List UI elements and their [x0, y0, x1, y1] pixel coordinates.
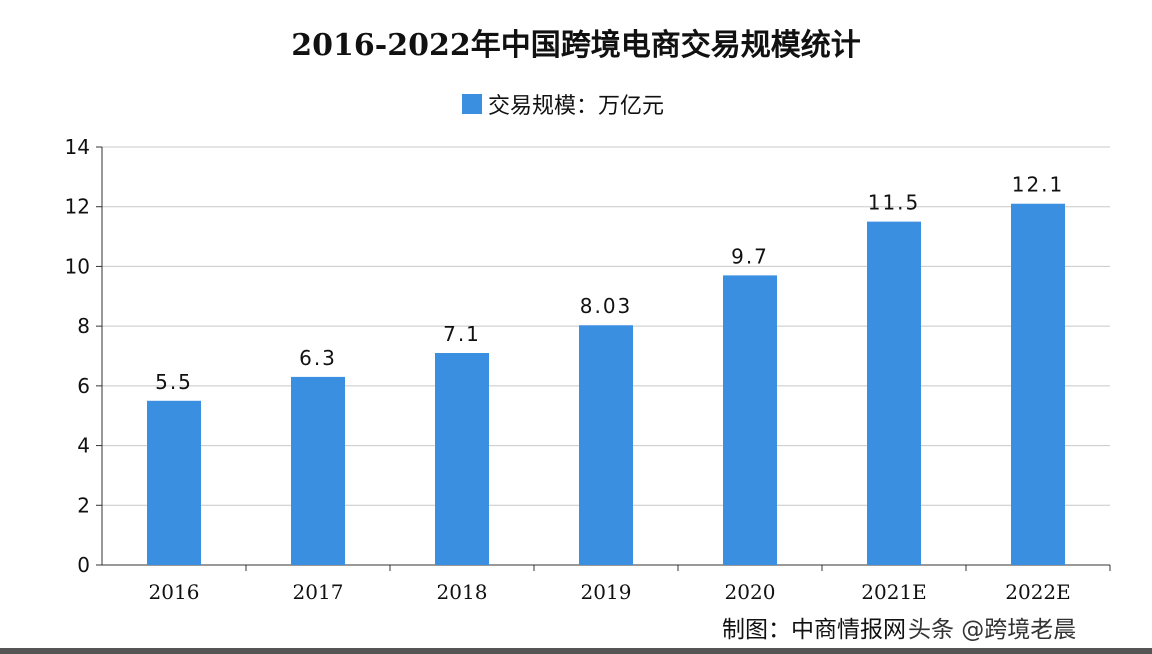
bar	[867, 221, 921, 565]
y-tick-label: 6	[77, 374, 90, 398]
data-label: 6.3	[299, 346, 337, 370]
bar	[291, 376, 345, 565]
y-tick-label: 0	[77, 553, 90, 577]
bar	[1011, 203, 1065, 565]
bar	[147, 400, 201, 565]
x-tick-label: 2021E	[861, 580, 927, 604]
x-tick-label: 2019	[581, 580, 632, 604]
data-label: 12.1	[1012, 173, 1065, 197]
legend-swatch	[462, 94, 482, 114]
legend: 交易规模：万亿元	[462, 88, 664, 120]
y-tick-label: 14	[65, 135, 90, 159]
data-label: 11.5	[868, 191, 921, 215]
watermark-text: 头条 @跨境老晨	[908, 617, 1077, 643]
data-label: 8.03	[580, 294, 633, 318]
x-tick-label: 2022E	[1005, 580, 1071, 604]
y-tick-label: 8	[77, 314, 90, 338]
y-tick-label: 10	[65, 254, 90, 278]
bar	[435, 353, 489, 565]
legend-label: 交易规模：万亿元	[488, 94, 665, 119]
bar	[723, 275, 777, 565]
bar	[579, 325, 633, 565]
data-label: 9.7	[731, 244, 769, 268]
footer: 制图：中商情报网头条 @跨境老晨	[722, 610, 1076, 644]
x-tick-label: 2018	[437, 580, 488, 604]
bottom-border	[0, 648, 1152, 654]
y-tick-label: 2	[77, 493, 90, 517]
chart-title: 2016-2022年中国跨境电商交易规模统计	[291, 28, 861, 63]
x-tick-label: 2020	[725, 580, 776, 604]
x-tick-label: 2016	[149, 580, 200, 604]
data-label: 7.1	[443, 322, 481, 346]
x-tick-label: 2017	[293, 580, 344, 604]
y-tick-label: 4	[77, 434, 90, 458]
y-tick-label: 12	[65, 195, 90, 219]
source-text: 制图：中商情报网	[722, 617, 906, 643]
data-label: 5.5	[155, 370, 193, 394]
